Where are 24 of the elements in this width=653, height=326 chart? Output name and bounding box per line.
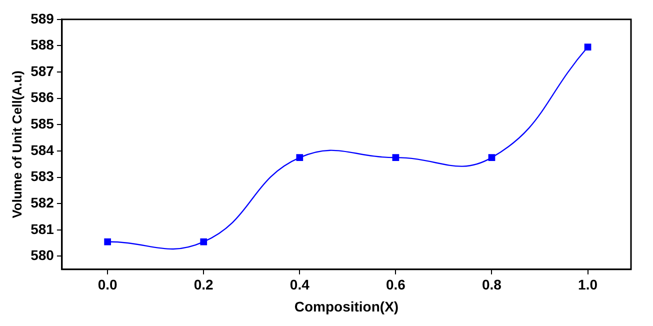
y-tick-label: 580	[30, 247, 54, 264]
y-tick-label: 581	[30, 220, 54, 237]
point	[584, 44, 592, 50]
y-tick-label: 583	[30, 168, 54, 184]
y-tick-label: 588	[30, 36, 54, 53]
point	[200, 238, 208, 246]
y-tick-label: 585	[30, 116, 54, 132]
x-tick-label: 0.4	[290, 276, 310, 293]
x-tick-label: 0.0	[98, 276, 118, 293]
x-tick-label: 1.0	[578, 276, 598, 293]
y-tick-label: 584	[30, 142, 54, 158]
point	[296, 154, 304, 161]
x-tick-label: 0.6	[386, 276, 406, 293]
y-axis-title: Volume of Unit Cell(A.u)	[9, 70, 24, 218]
y-tick-label: 586	[30, 89, 54, 106]
x-axis-title: Composition(X)	[294, 298, 399, 314]
point	[392, 154, 400, 161]
x-tick-label: 0.2	[194, 276, 214, 293]
y-tick-label: 589	[30, 10, 54, 26]
y-tick-label: 582	[30, 194, 54, 210]
point	[104, 238, 112, 246]
x-tick-label: 0.8	[482, 276, 502, 293]
point	[488, 154, 496, 161]
y-tick-label: 587	[30, 62, 54, 79]
